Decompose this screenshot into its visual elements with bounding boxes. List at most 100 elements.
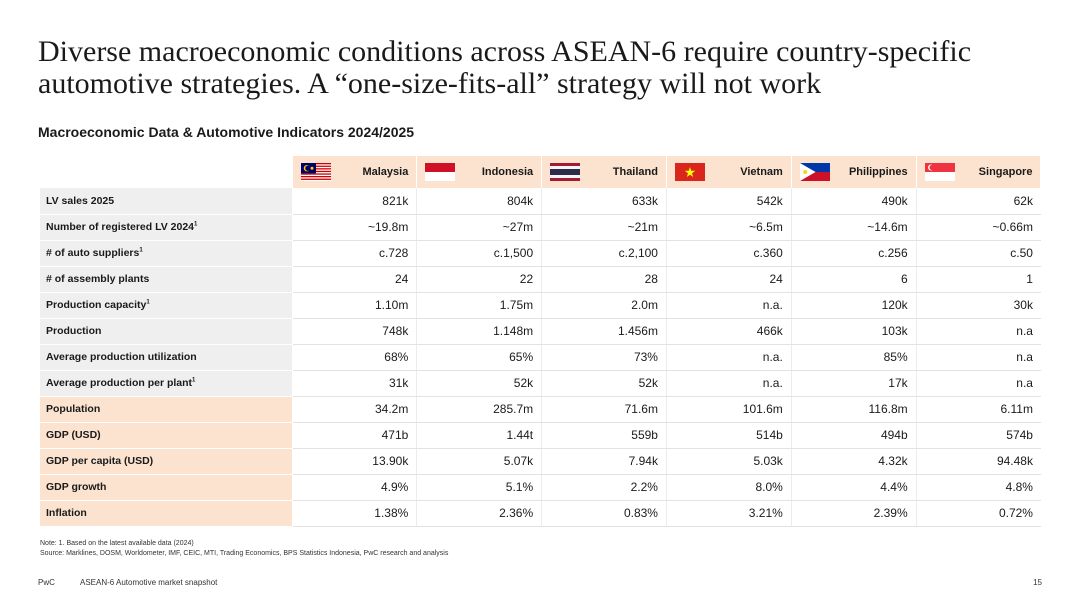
table-cell: 574b	[916, 422, 1041, 449]
row-label: LV sales 2025	[40, 188, 293, 215]
table-cell: 542k	[666, 188, 792, 215]
row-label: # of auto suppliers1	[40, 240, 293, 267]
table-cell: 71.6m	[541, 396, 667, 423]
table-row: # of assembly plants 24 22 28 24 6 1	[40, 266, 1041, 293]
table-cell: 1.38%	[292, 500, 418, 527]
footnote-marker: 1	[139, 247, 143, 254]
table-cell: 5.07k	[416, 448, 543, 475]
philippines-flag-icon	[799, 163, 830, 181]
row-label: Production	[40, 318, 293, 345]
footer-document-title: ASEAN-6 Automotive market snapshot	[80, 578, 218, 587]
country-name: Vietnam	[740, 166, 783, 178]
table-cell: 821k	[292, 188, 418, 215]
table-cell: 24	[666, 266, 792, 293]
table-cell: 1	[916, 266, 1041, 293]
row-label: GDP per capita (USD)	[40, 448, 293, 475]
table-cell: 68%	[292, 344, 418, 371]
table-header-row: Malaysia Indonesia	[40, 156, 1042, 188]
singapore-flag-icon	[924, 163, 955, 181]
table-cell: 4.32k	[791, 448, 917, 475]
table-cell: 1.75m	[416, 292, 543, 319]
footnote-marker: 1	[192, 377, 196, 384]
table-cell: 4.4%	[791, 474, 917, 501]
table-cell: 13.90k	[292, 448, 418, 475]
indonesia-flag-icon	[425, 163, 456, 181]
table-cell: 8.0%	[666, 474, 792, 501]
table-cell: 514b	[666, 422, 792, 449]
country-name: Singapore	[978, 166, 1033, 178]
table-cell: c.1,500	[416, 240, 543, 267]
table-cell: 6.11m	[916, 396, 1041, 423]
table-cell: 30k	[916, 292, 1041, 319]
country-header-malaysia: Malaysia	[292, 156, 418, 188]
malaysia-flag-icon	[300, 163, 331, 181]
country-header-vietnam: Vietnam	[666, 156, 792, 188]
table-cell: 4.9%	[292, 474, 418, 501]
country-header-indonesia: Indonesia	[416, 156, 543, 188]
table-cell: 2.0m	[541, 292, 667, 319]
table-cell: 2.39%	[791, 500, 917, 527]
table-row: # of auto suppliers1 c.728 c.1,500 c.2,1…	[40, 240, 1041, 267]
table-cell: c.360	[666, 240, 792, 267]
footnotes: Note: 1. Based on the latest available d…	[40, 539, 448, 559]
table-cell: 494b	[791, 422, 917, 449]
table-cell: c.256	[791, 240, 917, 267]
table-subtitle: Macroeconomic Data & Automotive Indicato…	[38, 124, 415, 140]
table-cell: n.a	[916, 370, 1041, 397]
table-cell: 52k	[541, 370, 667, 397]
table-cell: 804k	[416, 188, 543, 215]
header-blank	[40, 156, 293, 188]
table-cell: 28	[541, 266, 667, 293]
row-label: Production capacity1	[40, 292, 293, 319]
table-cell: ~6.5m	[666, 214, 792, 241]
table-cell: 1.456m	[541, 318, 667, 345]
table-cell: 1.10m	[292, 292, 418, 319]
table-cell: 285.7m	[416, 396, 543, 423]
row-label: Inflation	[40, 500, 293, 527]
table-cell: 466k	[666, 318, 792, 345]
table-cell: 73%	[541, 344, 667, 371]
table-cell: 0.72%	[916, 500, 1041, 527]
table-cell: n.a.	[666, 292, 792, 319]
table-cell: 6	[791, 266, 917, 293]
table-cell: 52k	[416, 370, 543, 397]
table-cell: 120k	[791, 292, 917, 319]
table-row: Average production per plant1 31k 52k 52…	[40, 370, 1041, 397]
table-row: GDP per capita (USD) 13.90k 5.07k 7.94k …	[40, 448, 1041, 475]
table-cell: 5.03k	[666, 448, 792, 475]
table-cell: 65%	[416, 344, 543, 371]
footer-brand: PwC	[38, 578, 55, 587]
row-label: Average production per plant1	[40, 370, 293, 397]
country-name: Thailand	[612, 166, 658, 178]
country-name: Malaysia	[362, 166, 409, 178]
table-cell: 31k	[292, 370, 418, 397]
table-cell: 1.44t	[416, 422, 543, 449]
table-cell: 3.21%	[666, 500, 792, 527]
table-row: GDP growth 4.9% 5.1% 2.2% 8.0% 4.4% 4.8%	[40, 474, 1041, 501]
footnote-marker: 1	[146, 299, 150, 306]
thailand-flag-icon	[550, 163, 581, 181]
row-label: # of assembly plants	[40, 266, 293, 293]
table-cell: 471b	[292, 422, 418, 449]
table-row: Production capacity1 1.10m 1.75m 2.0m n.…	[40, 292, 1041, 319]
table-cell: 34.2m	[292, 396, 418, 423]
table-cell: n.a.	[666, 344, 792, 371]
table-cell: 116.8m	[791, 396, 917, 423]
table-cell: 2.36%	[416, 500, 543, 527]
vietnam-flag-icon	[674, 163, 705, 181]
country-name: Philippines	[848, 166, 908, 178]
table-row: Average production utilization 68% 65% 7…	[40, 344, 1041, 371]
table-row: Number of registered LV 20241 ~19.8m ~27…	[40, 214, 1041, 241]
table-cell: 4.8%	[916, 474, 1041, 501]
table-row: Inflation 1.38% 2.36% 0.83% 3.21% 2.39% …	[40, 500, 1041, 527]
table-row: GDP (USD) 471b 1.44t 559b 514b 494b 574b	[40, 422, 1041, 449]
table-row: Production 748k 1.148m 1.456m 466k 103k …	[40, 318, 1041, 345]
table-cell: 22	[416, 266, 543, 293]
table-cell: 1.148m	[416, 318, 543, 345]
table-cell: 94.48k	[916, 448, 1041, 475]
row-label: Number of registered LV 20241	[40, 214, 293, 241]
country-name: Indonesia	[481, 166, 534, 178]
country-header-singapore: Singapore	[916, 156, 1042, 188]
footnote-marker: 1	[194, 221, 198, 228]
row-label: Population	[40, 396, 293, 423]
